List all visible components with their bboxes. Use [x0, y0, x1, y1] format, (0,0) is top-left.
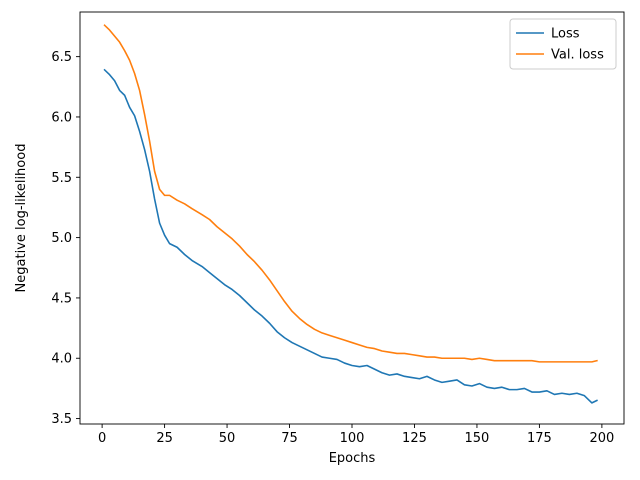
- y-tick-label: 6.5: [51, 50, 72, 65]
- legend-box: [509, 18, 617, 70]
- y-tick-label: 3.5: [51, 412, 72, 427]
- y-tick-label: 5.5: [51, 171, 72, 186]
- y-tick-label: 6.0: [51, 110, 72, 125]
- y-tick-label: 5.0: [51, 231, 72, 246]
- legend: Loss Val. loss: [509, 18, 617, 70]
- x-tick-label: 175: [527, 431, 552, 446]
- series-layer: [103, 24, 598, 404]
- legend-label-1: Loss: [551, 27, 580, 42]
- y-axis-ticks: 3.5 4.0 4.5 5.0 5.5 6.0 6.5: [51, 50, 80, 427]
- x-tick-label: 150: [465, 431, 490, 446]
- y-axis-label: Negative log-likelihood: [14, 144, 29, 293]
- x-tick-label: 0: [98, 431, 106, 446]
- series-line-1: [103, 68, 598, 404]
- x-tick-label: 100: [340, 431, 365, 446]
- legend-label-2: Val. loss: [551, 48, 604, 63]
- x-tick-label: 50: [219, 431, 236, 446]
- x-tick-label: 25: [156, 431, 173, 446]
- x-tick-label: 200: [589, 431, 614, 446]
- y-tick-label: 4.5: [51, 291, 72, 306]
- x-tick-label: 125: [402, 431, 427, 446]
- x-tick-label: 75: [281, 431, 298, 446]
- series-line-2: [103, 24, 598, 363]
- x-axis-ticks: 0 25 50 75 100 125 150 175 200: [98, 424, 614, 446]
- x-axis-label: Epochs: [329, 451, 376, 466]
- y-tick-label: 4.0: [51, 352, 72, 367]
